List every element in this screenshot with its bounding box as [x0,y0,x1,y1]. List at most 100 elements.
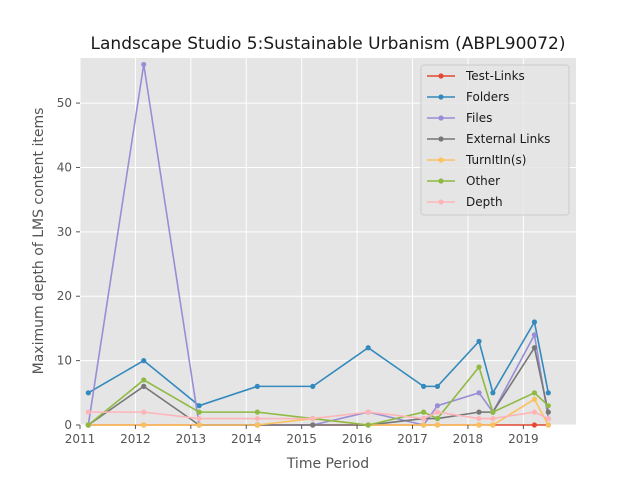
data-point [365,345,371,351]
data-point [434,403,441,409]
data-point [476,409,482,415]
data-point [531,396,538,402]
x-tick-label: 2011 [65,432,96,446]
y-tick-label: 40 [57,160,72,174]
legend-swatch-marker [438,73,444,79]
data-point [490,409,496,415]
y-tick-label: 10 [57,354,72,368]
data-point [141,383,147,389]
data-point [85,409,91,415]
chart-title: Landscape Studio 5:Sustainable Urbanism … [91,34,566,54]
y-axis-label: Maximum depth of LMS content items [31,108,47,375]
data-point [254,383,260,389]
x-tick-label: 2014 [231,432,262,446]
data-point [141,61,147,68]
data-point [434,415,441,422]
data-point [420,383,427,389]
data-point [490,415,496,422]
series-folders [85,319,551,409]
x-axis-label: Time Period [286,456,369,472]
data-point [434,422,441,428]
series-line [87,319,550,407]
y-tick-label: 20 [57,289,72,303]
x-tick-label: 2015 [286,432,317,446]
data-point [85,390,91,396]
data-point [85,422,91,428]
data-point [310,422,316,428]
legend-swatch-marker [438,157,444,163]
data-point [254,422,260,428]
series-other [85,364,551,428]
y-tick-label: 30 [57,225,72,239]
data-point [254,415,260,422]
series-layer [85,61,551,428]
legend-box [420,64,570,216]
data-point [141,422,147,428]
legend-label: Depth [466,195,503,209]
data-point [476,415,482,422]
legend-label: Other [466,174,500,188]
data-point [476,338,482,344]
data-point [141,409,147,415]
data-point [545,422,551,428]
series-turnitin-s [85,396,551,428]
x-tick-label: 2019 [508,432,539,446]
data-point [196,422,202,428]
data-point [310,415,316,422]
data-point [420,409,427,415]
legend-swatch-marker [438,136,444,142]
data-point [531,390,538,396]
legend-swatch-marker [438,178,444,184]
series-line [88,398,549,426]
y-tick-label: 50 [57,96,72,110]
x-tick-label: 2017 [397,432,428,446]
grid [79,58,576,426]
data-point [476,390,482,396]
data-point [490,390,496,396]
data-point [490,422,496,428]
data-point [545,409,551,415]
legend-label: External Links [466,132,550,146]
series-depth [85,409,551,422]
data-point [365,409,371,415]
data-point [434,409,441,415]
data-point [196,409,202,415]
data-point [254,409,260,415]
data-point [531,332,538,338]
data-point [196,403,202,409]
series-line [87,365,549,426]
y-tick-label: 0 [64,418,72,432]
data-point [420,422,427,428]
x-tick-label: 2018 [453,432,484,446]
legend: Test-Links Folders Files External Links Turn… [420,64,570,216]
data-point [476,422,482,428]
data-point [141,377,147,383]
data-point [531,319,538,325]
ticks: 2011 2012 2013 2014 2015 2016 2017 2018 2019 0 10 2… [57,96,539,446]
data-point [476,364,482,370]
data-point [310,383,316,389]
data-point [531,409,538,415]
x-tick-label: 2016 [342,432,373,446]
legend-label: Test-Links [465,69,525,83]
legend-swatch-marker [438,199,444,205]
series-line [88,411,549,420]
data-point [196,415,202,422]
legend-label: Folders [466,90,509,104]
data-point [545,390,551,396]
legend-swatch-marker [438,94,444,100]
data-point [420,415,427,422]
data-point [531,345,538,351]
data-point [434,383,441,389]
legend-label: TurnItIn(s) [465,153,526,167]
data-point [531,422,538,428]
data-point [545,415,551,422]
data-point [365,422,371,428]
series-line [87,345,550,426]
data-point [141,358,147,364]
x-tick-label: 2013 [176,432,207,446]
x-tick-label: 2012 [120,432,151,446]
data-point [545,403,551,409]
legend-swatch-marker [438,115,444,121]
